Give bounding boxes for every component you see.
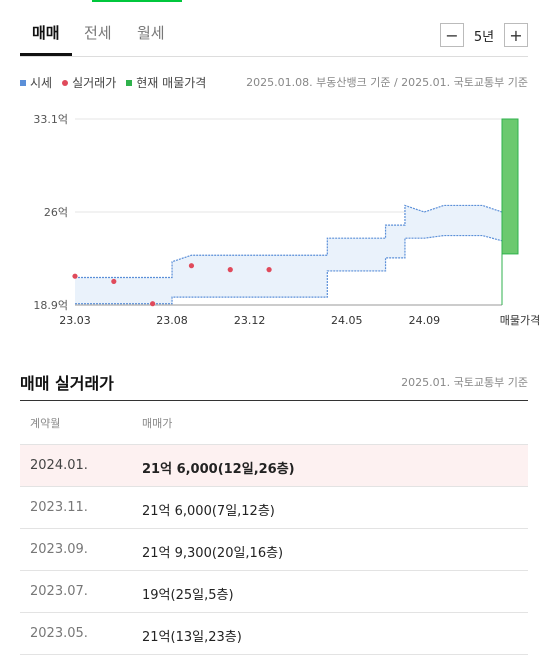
period-decrease-button[interactable]: − [440, 23, 464, 47]
table-row[interactable]: 2024.01. 21억 6,000(12일,26층) [20, 445, 528, 487]
actual-price-point [188, 263, 195, 269]
deal-month: 2023.09. [30, 542, 88, 557]
current-listing-range [501, 118, 519, 255]
period-increase-button[interactable]: + [504, 23, 528, 47]
deal-type-tabs: 매매 전세 월세 [20, 10, 528, 57]
deal-price: 21억 6,000(12일,26층) [142, 462, 295, 477]
legend-actual-label: 실거래가 [72, 76, 117, 90]
deals-source-note: 2025.01. 국토교통부 기준 [401, 376, 528, 389]
y-tick-label: 18.9억 [33, 299, 68, 312]
actual-price-point [266, 267, 272, 273]
x-tick-label: 24.09 [409, 314, 441, 327]
deal-month: 2023.11. [30, 500, 88, 515]
tab-monthly-rent[interactable]: 월세 [137, 24, 165, 42]
legend-actual-swatch-icon [62, 79, 69, 86]
chart-source-note: 2025.01.08. 부동산뱅크 기준 / 2025.01. 국토교통부 기준 [246, 76, 528, 89]
actual-price-point [111, 278, 117, 285]
active-indicator-bar [92, 0, 182, 2]
price-chart[interactable]: 33.1억 26억 18.9억 23.03 23.08 23.12 24.05 24.09 매물… [0, 100, 548, 335]
deal-price: 19억(25일,5층) [142, 588, 234, 603]
tab-sale[interactable]: 매매 [32, 24, 60, 42]
x-tick-label: 24.05 [331, 314, 363, 327]
tab-jeonse[interactable]: 전세 [84, 24, 112, 42]
actual-price-point [227, 267, 233, 273]
period-control: − 5년 + [440, 23, 528, 47]
table-row[interactable]: 2023.07. 19억(25일,5층) [20, 571, 528, 613]
actual-price-point [72, 273, 78, 279]
deal-price: 21억(13일,23층) [142, 630, 242, 645]
deal-price: 21억 6,000(7일,12층) [142, 504, 275, 519]
legend-current-label: 현재 매물가격 [136, 76, 207, 90]
legend-current-listing[interactable]: 현재 매물가격 [126, 74, 206, 91]
market-price-upper-line [75, 204, 503, 279]
actual-price-point [150, 301, 156, 307]
column-sale-price: 매매가 [142, 417, 173, 430]
deals-table-header: 계약월 매매가 [20, 401, 528, 445]
legend-market-swatch-icon [20, 79, 26, 86]
period-value: 5년 [473, 29, 495, 45]
legend-market-label: 시세 [30, 76, 53, 90]
market-price-band [75, 205, 502, 304]
deal-price: 21억 9,300(20일,16층) [142, 546, 284, 561]
x-tick-label: 23.08 [156, 314, 188, 327]
y-tick-label: 33.1억 [33, 113, 68, 126]
column-contract-month: 계약월 [30, 417, 61, 430]
deal-month: 2023.07. [30, 584, 88, 599]
legend-current-swatch-icon [126, 79, 133, 86]
deals-section-title: 매매 실거래가 [20, 374, 114, 393]
table-row[interactable]: 2023.11. 21억 6,000(7일,12층) [20, 487, 528, 529]
x-tick-label: 23.03 [59, 314, 91, 327]
legend-actual-price[interactable]: 실거래가 [62, 74, 116, 91]
tab-underline [20, 53, 72, 56]
current-listing-label: 매물가격 [500, 314, 540, 327]
legend-market-price[interactable]: 시세 [20, 74, 52, 91]
x-tick-label: 23.12 [234, 314, 266, 327]
deal-month: 2024.01. [30, 458, 88, 473]
table-row[interactable]: 2023.09. 21억 9,300(20일,16층) [20, 529, 528, 571]
deals-table: 계약월 매매가 2024.01. 21억 6,000(12일,26층) 2023.… [20, 400, 528, 655]
deal-month: 2023.05. [30, 626, 88, 641]
chart-legend: 시세 실거래가 현재 매물가격 [20, 74, 216, 91]
table-row[interactable]: 2023.05. 21억(13일,23층) [20, 613, 528, 655]
y-tick-label: 26억 [44, 206, 68, 219]
market-price-lower-line [75, 234, 503, 305]
